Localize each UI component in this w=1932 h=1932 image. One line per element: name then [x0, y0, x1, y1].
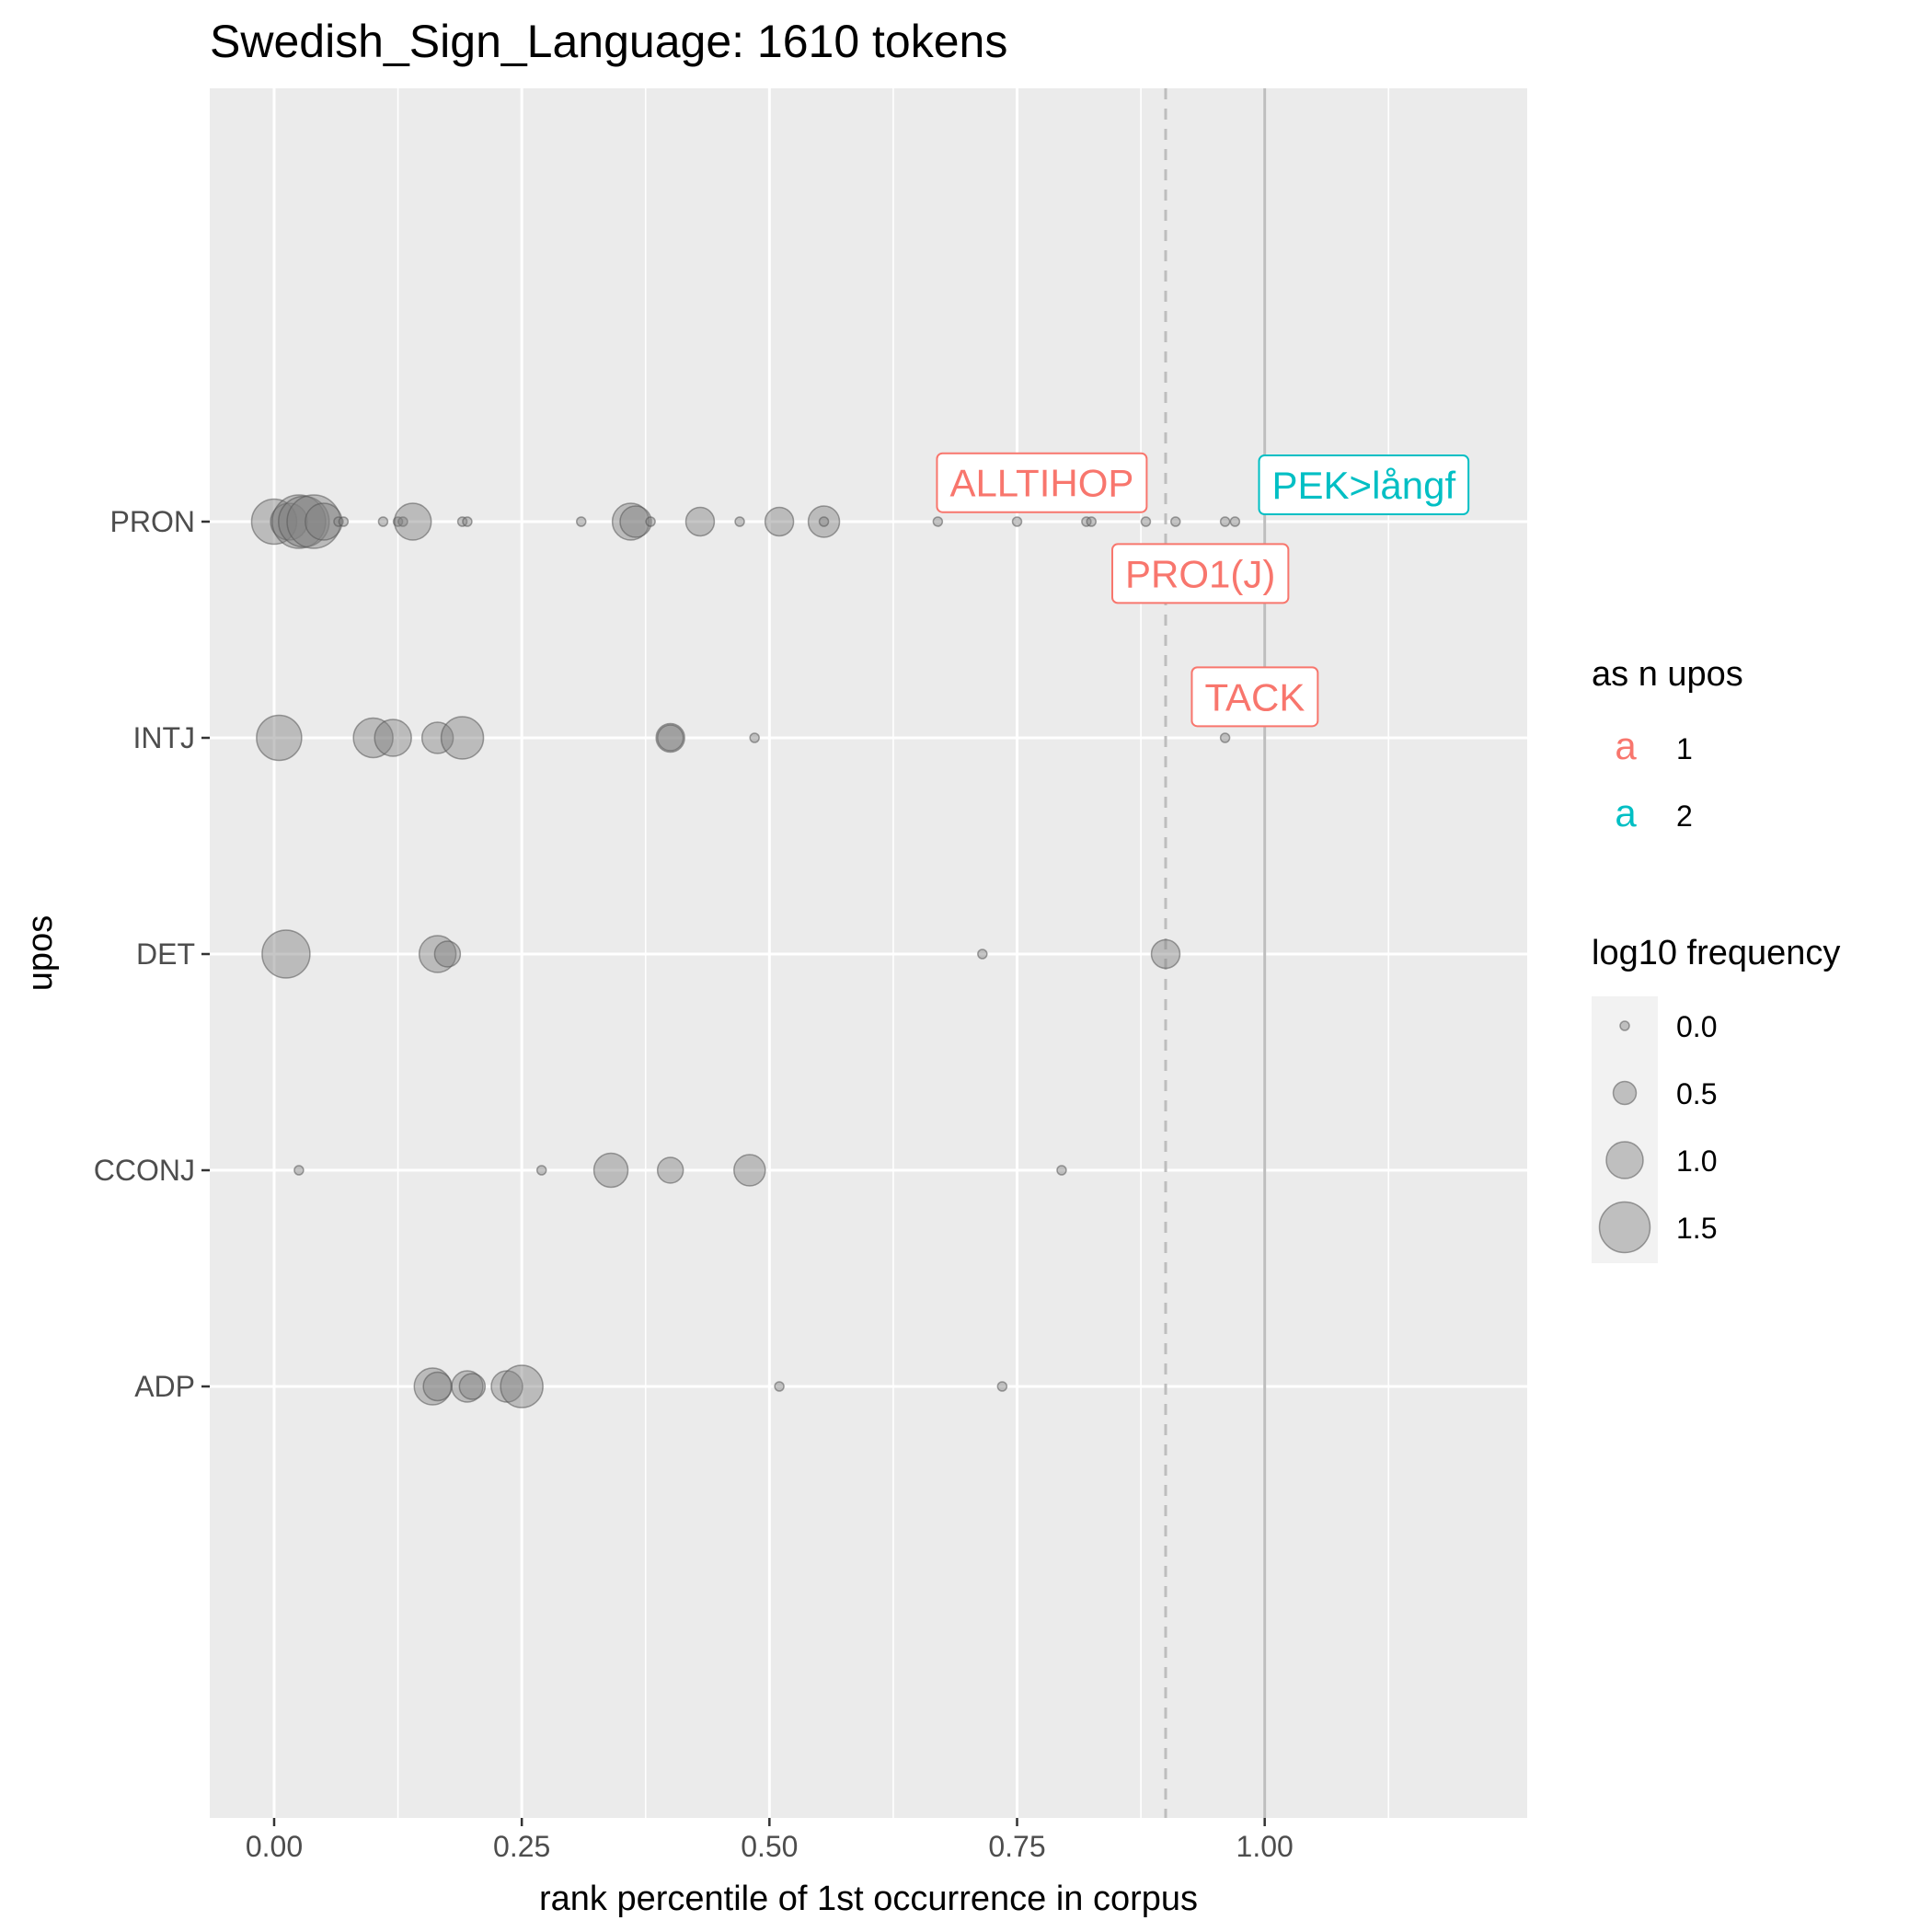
x-tick-label-0: 0.00 [246, 1830, 303, 1863]
point-pron-14 [576, 516, 587, 527]
y-axis-title: upos [21, 915, 60, 991]
legend-size-label-3: 1.5 [1676, 1212, 1717, 1245]
x-tick-label-1: 0.25 [493, 1830, 550, 1863]
x-axis: 0.00 0.25 0.50 0.75 1.00 [246, 1818, 1294, 1863]
point-adp-58 [996, 1381, 1008, 1392]
y-axis: PRON INTJ DET CCONJ ADP [94, 505, 210, 1403]
point-pron-19 [734, 516, 745, 527]
point-pron-29 [1219, 516, 1231, 527]
legend-size-label-0: 0.0 [1676, 1010, 1717, 1043]
annotation-0: ALLTIHOP [936, 452, 1148, 513]
point-adp-53 [451, 1370, 484, 1403]
legend-size-key-3 [1598, 1201, 1651, 1254]
point-adp-57 [774, 1381, 785, 1392]
point-pron-26 [1086, 516, 1098, 527]
annotation-label-1: PEK>långf [1272, 464, 1456, 507]
reference-lines [1164, 88, 1267, 1818]
point-cconj-46 [535, 1165, 547, 1176]
point-cconj-50 [1056, 1165, 1067, 1176]
point-intj-37 [656, 724, 684, 752]
point-det-40 [261, 929, 311, 979]
annotation-label-3: TACK [1204, 675, 1305, 719]
point-pron-23 [932, 516, 944, 527]
point-pron-17 [645, 516, 656, 527]
point-pron-2 [271, 494, 327, 549]
point-intj-31 [256, 714, 303, 762]
point-pron-15 [611, 502, 650, 541]
annotation-box-2 [1111, 543, 1290, 604]
point-intj-34 [420, 721, 454, 754]
point-pron-11 [393, 502, 432, 541]
y-tick-label-1: INTJ [132, 721, 195, 754]
point-pron-20 [764, 506, 795, 537]
legend-color-title: as n upos [1592, 655, 1743, 694]
y-tick-label-4: ADP [134, 1370, 195, 1403]
point-intj-38 [749, 732, 760, 743]
point-pron-13 [462, 516, 473, 527]
x-tick-label-3: 0.75 [988, 1830, 1045, 1863]
point-intj-35 [440, 716, 485, 760]
annotation-box-0 [936, 452, 1148, 513]
point-adp-56 [500, 1364, 544, 1409]
y-tick-label-2: DET [136, 937, 195, 971]
point-pron-18 [684, 506, 716, 537]
point-intj-32 [352, 717, 394, 759]
point-intj-33 [374, 719, 412, 757]
legend-size: log10 frequency 0.0 0.5 1.0 1.5 [1592, 934, 1840, 1263]
annotation-box-1 [1258, 454, 1470, 516]
legend-color-key-0: a [1615, 724, 1637, 767]
point-cconj-48 [656, 1156, 684, 1184]
annotation-box-3 [1190, 666, 1319, 728]
legend-color-key-1: a [1615, 791, 1637, 834]
points [250, 494, 1241, 1409]
legend-color: as n upos a 1 a 2 [1592, 655, 1743, 834]
point-det-43 [977, 949, 988, 960]
annotation-label-0: ALLTIHOP [949, 462, 1133, 505]
x-tick-label-2: 0.50 [741, 1830, 798, 1863]
point-pron-27 [1140, 516, 1152, 527]
y-tick-label-3: CCONJ [94, 1154, 195, 1187]
point-intj-36 [655, 722, 685, 753]
annotation-3: TACK [1190, 666, 1319, 728]
x-tick-label-4: 1.00 [1236, 1830, 1294, 1863]
annotation-label-2: PRO1(J) [1125, 552, 1275, 595]
point-cconj-49 [733, 1154, 766, 1187]
point-pron-0 [250, 498, 298, 546]
point-pron-7 [338, 516, 350, 527]
point-pron-21 [807, 505, 841, 538]
point-pron-5 [305, 502, 343, 541]
point-pron-30 [1229, 516, 1241, 527]
annotation-1: PEK>långf [1258, 454, 1470, 516]
legend-size-label-2: 1.0 [1676, 1144, 1717, 1178]
point-det-44 [1150, 938, 1181, 970]
point-pron-22 [818, 516, 830, 527]
annotation-2: PRO1(J) [1111, 543, 1290, 604]
point-cconj-45 [293, 1165, 305, 1176]
legend-size-key-0 [1619, 1020, 1630, 1031]
point-pron-4 [286, 494, 341, 549]
point-pron-8 [377, 516, 389, 527]
legend-size-key-1 [1612, 1080, 1638, 1106]
point-det-41 [418, 935, 457, 973]
y-tick-label-0: PRON [110, 505, 195, 538]
legend-size-title: log10 frequency [1592, 934, 1840, 972]
point-pron-28 [1170, 516, 1181, 527]
point-adp-54 [458, 1373, 487, 1400]
point-cconj-47 [592, 1152, 629, 1189]
point-det-42 [433, 940, 462, 968]
annotations: ALLTIHOP PEK>långf PRO1(J) TACK [936, 452, 1470, 728]
point-adp-52 [422, 1371, 453, 1402]
chart-title: Swedish_Sign_Language: 1610 tokens [210, 16, 1007, 67]
x-axis-title: rank percentile of 1st occurrence in cor… [539, 1880, 1198, 1918]
legend-size-key-background [1592, 996, 1658, 1263]
legend-color-label-1: 2 [1676, 799, 1693, 833]
legend-color-label-0: 1 [1676, 732, 1693, 765]
legend-size-key-2 [1605, 1141, 1644, 1179]
point-pron-10 [397, 516, 408, 527]
point-pron-16 [619, 505, 652, 538]
point-intj-39 [1219, 732, 1231, 743]
point-pron-24 [1011, 516, 1023, 527]
legend-size-label-1: 0.5 [1676, 1077, 1717, 1110]
